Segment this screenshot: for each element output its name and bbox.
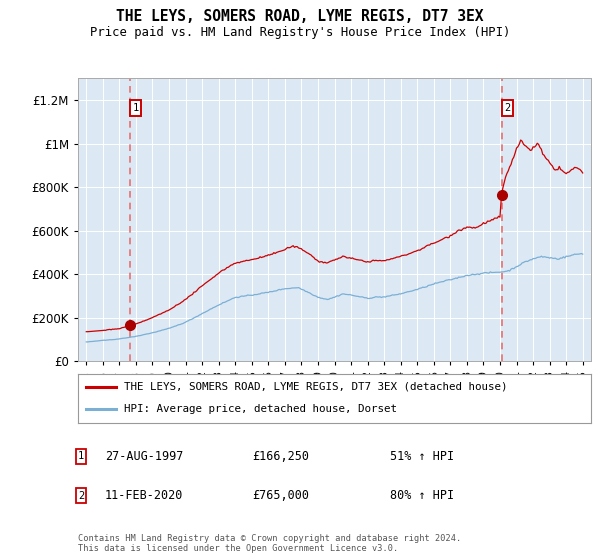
Text: THE LEYS, SOMERS ROAD, LYME REGIS, DT7 3EX (detached house): THE LEYS, SOMERS ROAD, LYME REGIS, DT7 3… bbox=[124, 382, 508, 392]
Text: 2: 2 bbox=[78, 491, 84, 501]
Text: 51% ↑ HPI: 51% ↑ HPI bbox=[390, 450, 454, 463]
Text: 1: 1 bbox=[78, 451, 84, 461]
Text: 27-AUG-1997: 27-AUG-1997 bbox=[105, 450, 184, 463]
Text: £765,000: £765,000 bbox=[252, 489, 309, 502]
Text: HPI: Average price, detached house, Dorset: HPI: Average price, detached house, Dors… bbox=[124, 404, 397, 414]
Text: THE LEYS, SOMERS ROAD, LYME REGIS, DT7 3EX: THE LEYS, SOMERS ROAD, LYME REGIS, DT7 3… bbox=[116, 8, 484, 24]
Text: Price paid vs. HM Land Registry's House Price Index (HPI): Price paid vs. HM Land Registry's House … bbox=[90, 26, 510, 39]
Text: 11-FEB-2020: 11-FEB-2020 bbox=[105, 489, 184, 502]
Text: Contains HM Land Registry data © Crown copyright and database right 2024.
This d: Contains HM Land Registry data © Crown c… bbox=[78, 534, 461, 553]
Text: 80% ↑ HPI: 80% ↑ HPI bbox=[390, 489, 454, 502]
Text: 2: 2 bbox=[504, 103, 511, 113]
Text: £166,250: £166,250 bbox=[252, 450, 309, 463]
Text: 1: 1 bbox=[133, 103, 139, 113]
